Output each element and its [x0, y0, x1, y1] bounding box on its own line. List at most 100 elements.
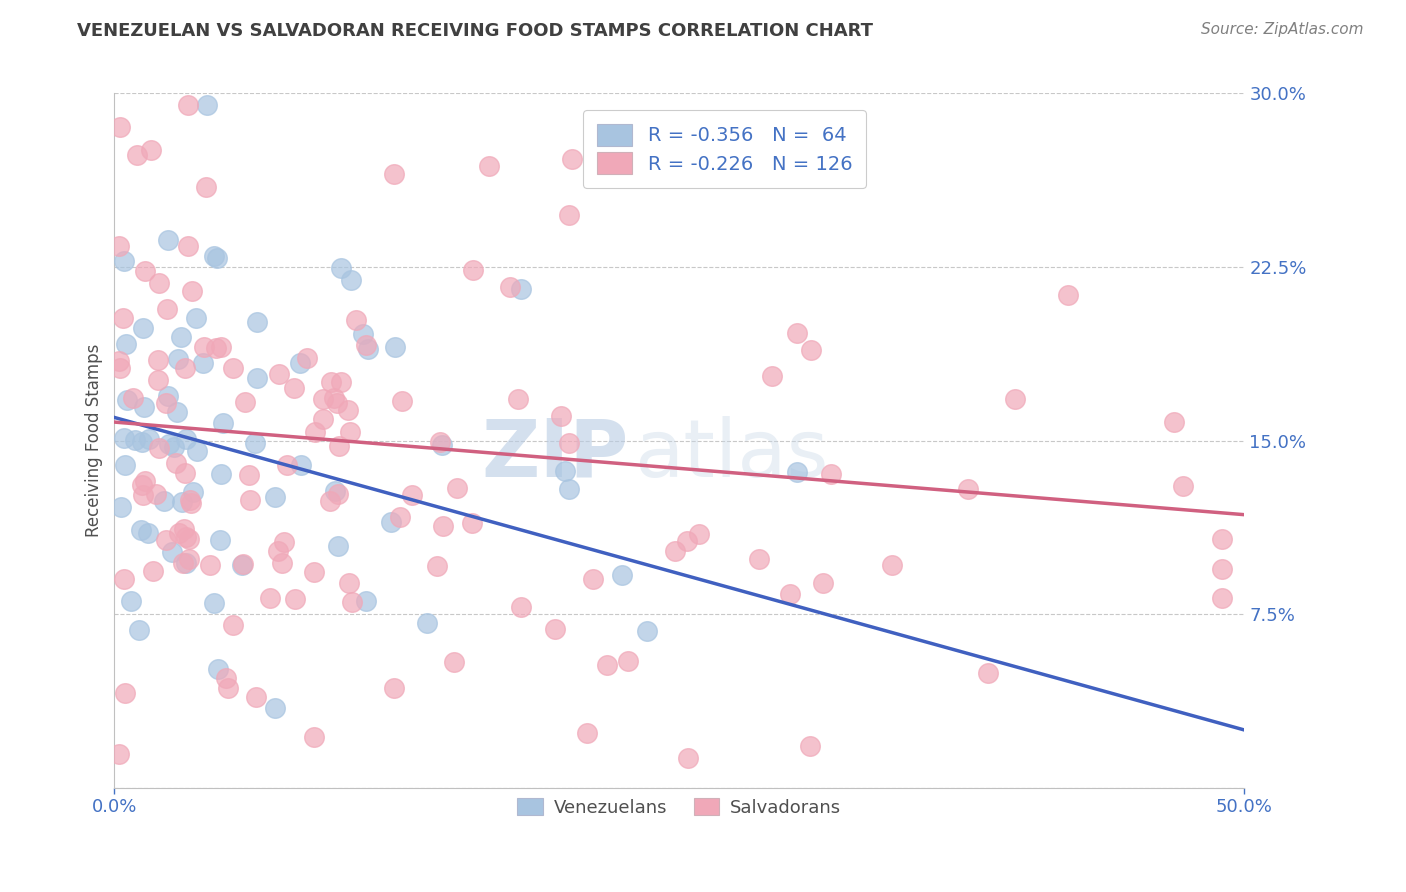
Text: atlas: atlas [634, 416, 828, 493]
Point [326, 539, 349, 553]
Point [461, 516, 484, 531]
Point [416, 616, 439, 631]
Point [177, 238, 200, 252]
Point [1056, 287, 1078, 301]
Point [111, 311, 134, 326]
Point [636, 624, 658, 639]
Point [575, 726, 598, 740]
Point [202, 249, 225, 263]
Point [134, 474, 156, 488]
Point [325, 483, 347, 498]
Point [290, 458, 312, 473]
Point [430, 438, 453, 452]
Point [283, 382, 305, 396]
Point [165, 456, 187, 470]
Point [134, 400, 156, 414]
Point [238, 468, 260, 483]
Point [146, 353, 169, 368]
Point [191, 355, 214, 369]
Point [181, 485, 204, 500]
Point [231, 558, 253, 573]
Point [205, 341, 228, 355]
Point [114, 686, 136, 700]
Point [800, 343, 823, 358]
Point [302, 565, 325, 579]
Point [177, 552, 200, 566]
Point [148, 373, 170, 387]
Point [205, 251, 228, 265]
Point [174, 360, 197, 375]
Point [264, 490, 287, 504]
Point [138, 432, 160, 446]
Point [202, 596, 225, 610]
Point [155, 396, 177, 410]
Point [882, 558, 904, 572]
Point [174, 432, 197, 446]
Point [156, 301, 179, 316]
Point [160, 544, 183, 558]
Point [319, 493, 342, 508]
Point [115, 336, 138, 351]
Point [297, 351, 319, 366]
Point [1004, 392, 1026, 406]
Point [380, 515, 402, 529]
Point [121, 392, 143, 406]
Point [134, 263, 156, 277]
Point [508, 392, 530, 407]
Point [426, 559, 449, 574]
Point [554, 464, 576, 478]
Point [432, 519, 454, 533]
Point [172, 556, 194, 570]
Point [179, 492, 201, 507]
Point [1211, 562, 1233, 576]
Point [328, 439, 350, 453]
Point [384, 340, 406, 354]
Point [108, 747, 131, 761]
Y-axis label: Receiving Food Stamps: Receiving Food Stamps [86, 344, 103, 537]
Text: Source: ZipAtlas.com: Source: ZipAtlas.com [1201, 22, 1364, 37]
Point [239, 493, 262, 508]
Point [156, 389, 179, 403]
Point [352, 327, 374, 342]
Point [222, 361, 245, 376]
Point [339, 273, 361, 287]
Point [245, 435, 267, 450]
Point [173, 522, 195, 536]
Point [382, 681, 405, 695]
Point [544, 622, 567, 636]
Point [112, 430, 135, 444]
Point [319, 376, 342, 390]
Point [166, 404, 188, 418]
Point [326, 487, 349, 501]
Point [596, 658, 619, 673]
Point [108, 239, 131, 253]
Point [342, 595, 364, 609]
Point [115, 392, 138, 407]
Point [558, 482, 581, 496]
Point [267, 544, 290, 558]
Point [391, 394, 413, 409]
Point [167, 351, 190, 366]
Point [142, 564, 165, 578]
Point [180, 496, 202, 510]
Point [170, 330, 193, 344]
Point [337, 402, 360, 417]
Point [207, 661, 229, 675]
Point [153, 493, 176, 508]
Point [112, 253, 135, 268]
Point [131, 435, 153, 450]
Point [209, 340, 232, 354]
Point [561, 152, 583, 166]
Point [271, 556, 294, 570]
Point [172, 495, 194, 509]
Point [174, 557, 197, 571]
Point [326, 395, 349, 409]
Point [820, 467, 842, 481]
Point [354, 337, 377, 351]
Point [114, 458, 136, 472]
Point [312, 411, 335, 425]
Point [195, 180, 218, 194]
Point [786, 465, 808, 479]
Point [132, 488, 155, 502]
Point [131, 477, 153, 491]
